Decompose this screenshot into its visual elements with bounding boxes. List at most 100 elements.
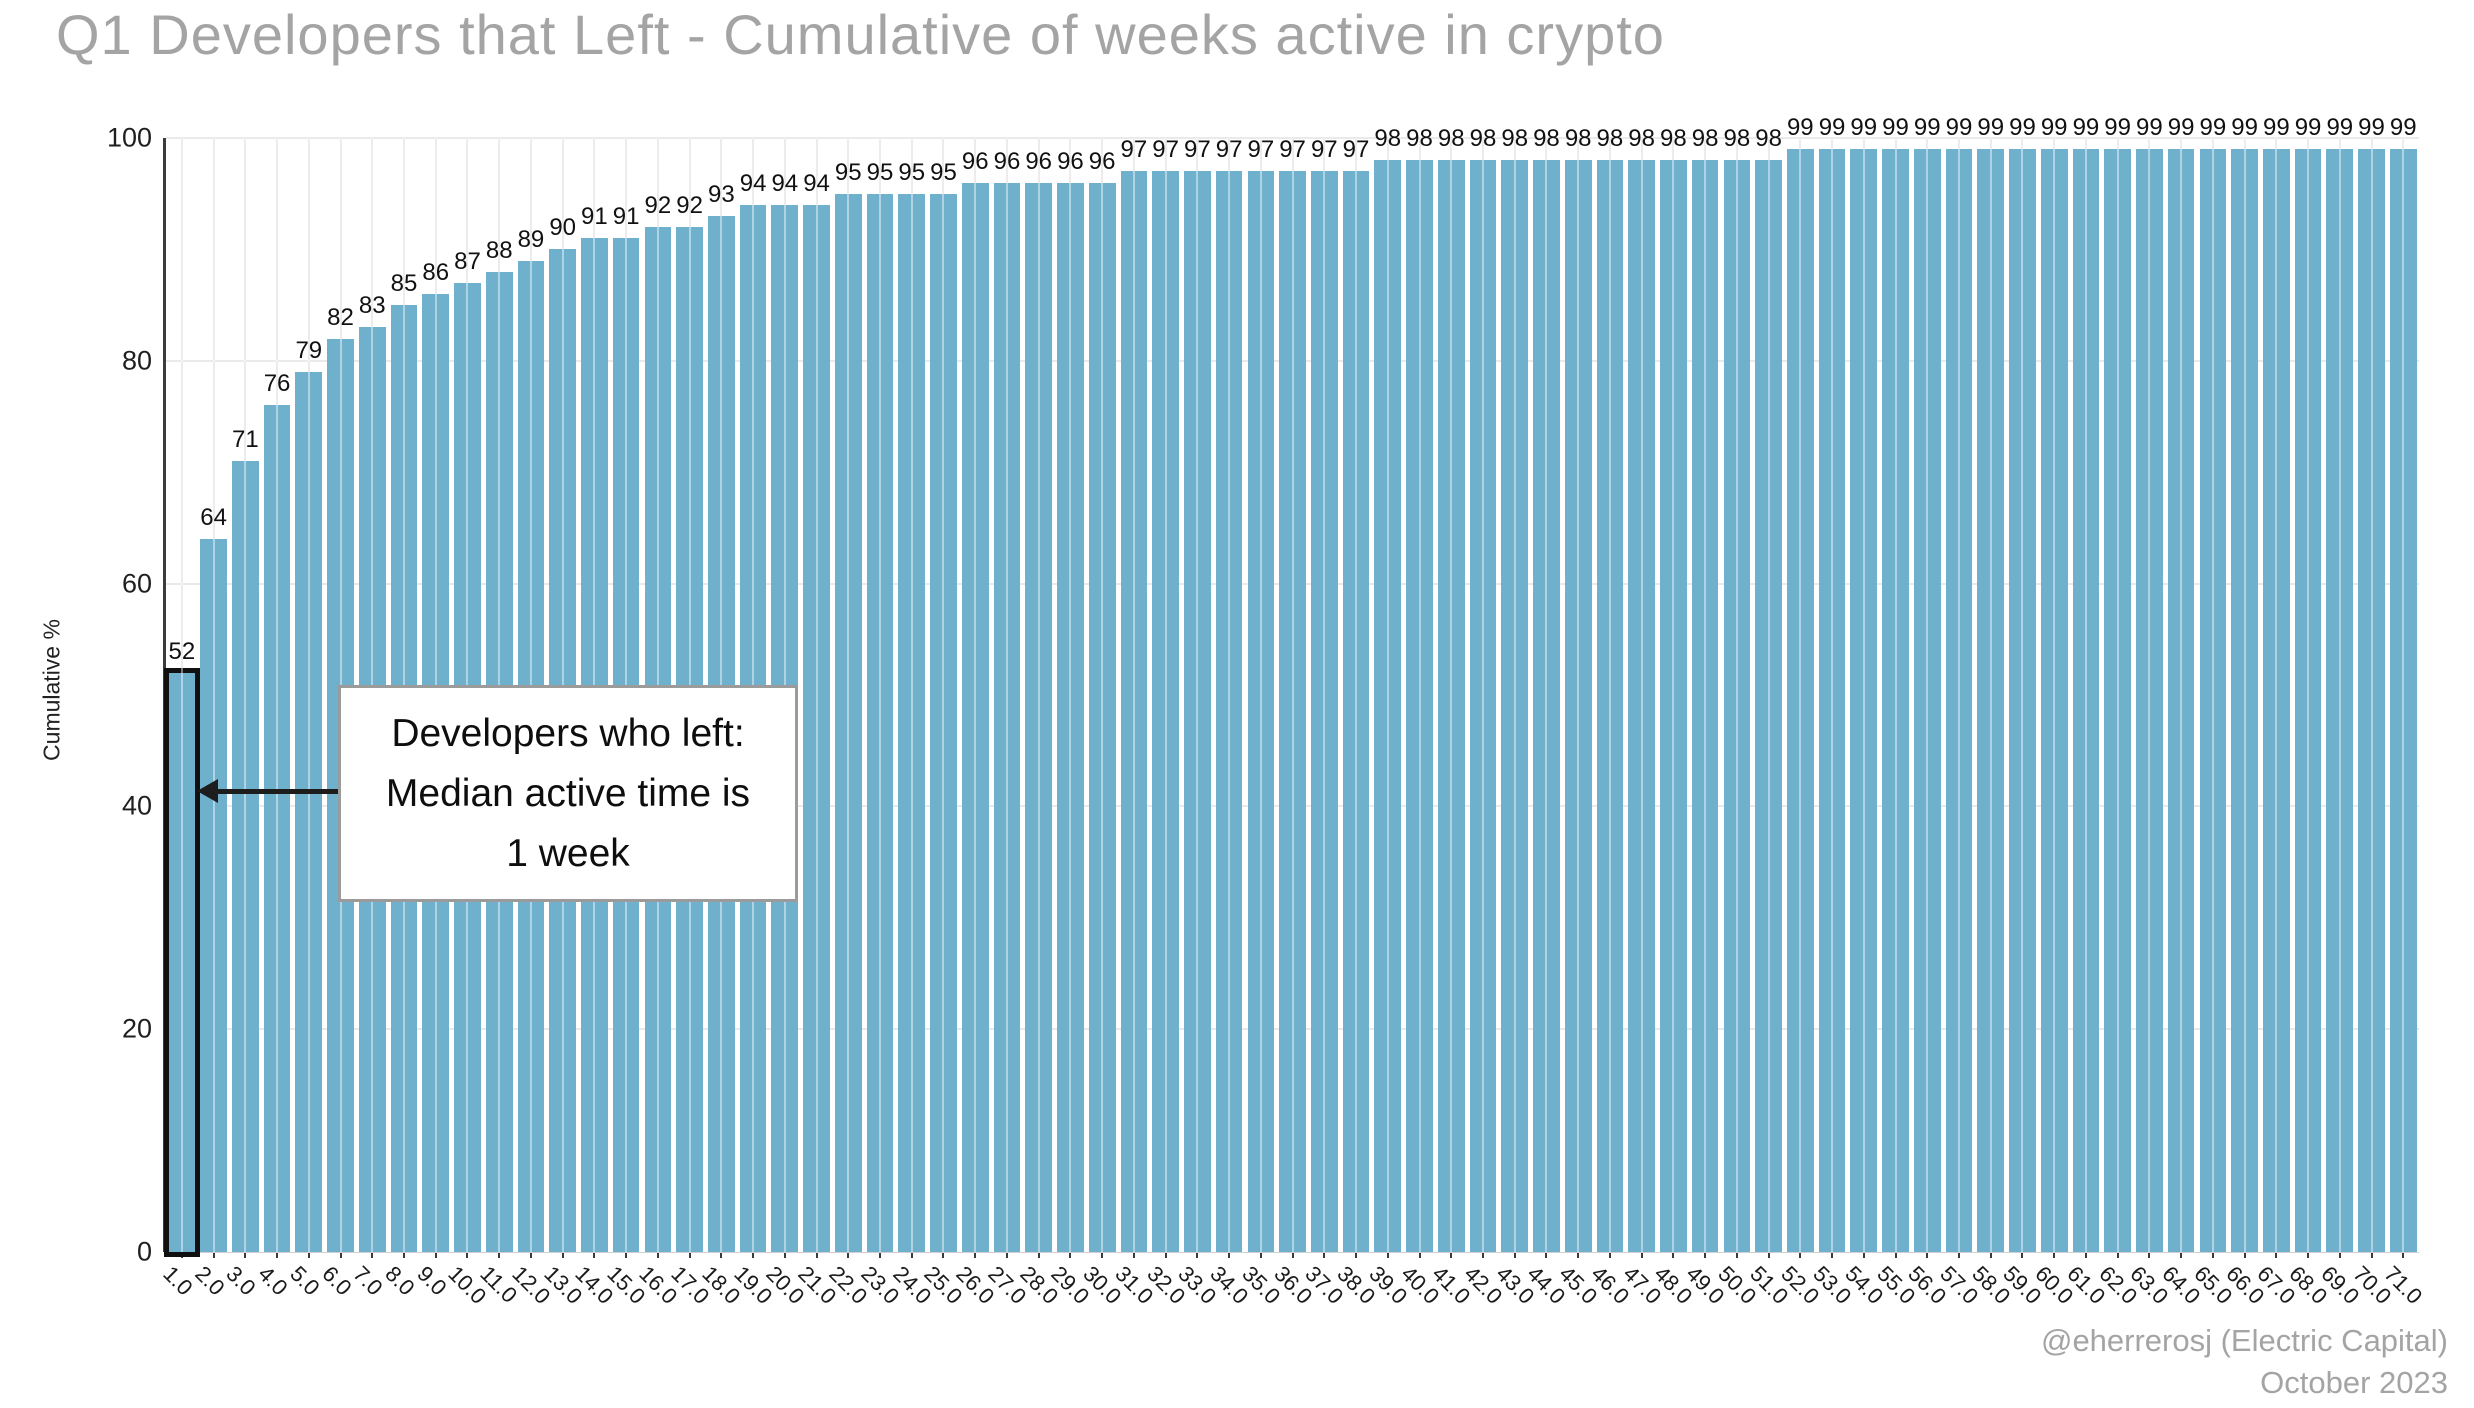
x-tick-mark [1799,1252,1802,1258]
x-tick-mark [1577,1252,1580,1258]
annotation-arrow-head-icon [197,779,218,803]
vgridline-over [1355,138,1358,1252]
bar-value-label: 97 [1279,136,1306,164]
bar-value-label: 99 [1850,114,1878,142]
bar [1691,160,1719,1252]
bar-value-label: 99 [2326,114,2354,142]
bar-value-label: 99 [2358,114,2385,142]
bar [263,405,291,1252]
x-tick-mark [2402,1252,2405,1258]
bar-cell: 99 61.0 [2062,114,2110,1309]
bar-value-label: 97 [1247,136,1275,164]
bar-value-label: 89 [517,225,545,253]
vgridline-over [2180,138,2183,1252]
vgridline-over [2338,138,2341,1252]
x-tick-mark [1196,1252,1199,1258]
bar-value-label: 98 [1628,125,1655,153]
bar-cell: 98 47.0 [1618,125,1666,1309]
vgridline-over [1037,138,1040,1252]
bar-value-label: 86 [422,258,450,286]
x-tick-mark [1894,1252,1897,1258]
bar-value-label: 83 [358,292,386,320]
vgridline-over [276,138,279,1252]
bar-cell: 76 4.0 [253,138,293,1300]
vgridline-over [1640,138,1643,1252]
bar-value-label: 94 [739,169,767,197]
y-tick-label: 80 [121,345,152,376]
bar [2389,149,2417,1252]
bar-cell: 96 29.0 [1047,138,1095,1309]
bar [1596,160,1624,1252]
bar [1945,149,1973,1252]
bar [2040,149,2068,1252]
x-tick-label: 71.0 [2379,1261,2428,1309]
bar-value-label: 98 [1755,125,1782,153]
bar-value-label: 93 [707,180,735,208]
x-tick-mark [2084,1252,2087,1258]
x-tick-mark [656,1252,659,1258]
x-tick-mark [1608,1252,1611,1258]
bar-cell: 94 21.0 [793,138,841,1309]
bar-value-label: 99 [1786,114,1814,142]
bar-value-label: 99 [1913,114,1941,142]
bar-cell: 98 48.0 [1650,125,1698,1309]
bar [1818,149,1846,1252]
bar [2009,149,2036,1252]
bar-cell: 98 43.0 [1491,125,1539,1309]
bar-cell: 97 33.0 [1174,136,1222,1309]
bar-value-label: 76 [263,370,291,398]
bar-value-label: 94 [803,169,830,197]
bar [1564,160,1592,1252]
bar-cell: 95 23.0 [856,138,904,1309]
vgridline-over [815,138,818,1252]
bar-cell: 97 35.0 [1237,136,1285,1309]
bar [1184,171,1211,1252]
x-tick-mark [1418,1252,1421,1258]
bar-value-label: 98 [1533,125,1560,153]
bar-value-label: 96 [993,147,1021,175]
bar-value-label: 71 [231,426,259,454]
x-tick-mark [2370,1252,2373,1258]
x-tick-mark [276,1252,279,1258]
vgridline-over [1323,138,1326,1252]
vgridline-over [2402,138,2405,1252]
x-tick-mark [1386,1252,1389,1258]
bar-highlighted [163,667,201,1258]
vgridline-over [942,138,945,1252]
vgridline-over [879,138,882,1252]
bar-value-label: 96 [1057,147,1084,175]
y-axis-label: Cumulative % [38,619,65,761]
vgridline-over [1228,138,1231,1252]
bar-value-label: 95 [866,158,894,186]
bar [803,204,830,1252]
vgridline-over [1164,138,1167,1252]
bar-value-label: 99 [2072,114,2100,142]
bar-value-label: 95 [898,158,926,186]
annotation-line: Developers who left: [391,711,745,755]
vgridline-over [1418,138,1421,1252]
bar [2231,149,2258,1252]
bar-value-label: 99 [1882,114,1909,142]
x-tick-mark [1735,1252,1738,1258]
bar-value-label: 99 [1945,114,1973,142]
vgridline-over [1799,138,1802,1252]
vgridline-over [1704,138,1707,1252]
bar-cell: 96 30.0 [1078,138,1126,1309]
bar-cell: 99 60.0 [2031,114,2079,1309]
bar-cell: 96 28.0 [1015,138,1063,1309]
bar-cell: 99 56.0 [1904,114,1952,1309]
bar [1310,171,1338,1252]
bar-value-label: 98 [1374,125,1402,153]
x-tick-mark [1259,1252,1262,1258]
vgridline-over [2116,138,2119,1252]
bar [2326,149,2354,1252]
bar [1913,149,1941,1252]
bar-value-label: 99 [2009,114,2036,142]
bar-cell: 98 40.0 [1396,125,1444,1309]
bar-cell: 99 63.0 [2126,114,2174,1309]
bar [1660,160,1687,1252]
vgridline-over [847,138,850,1252]
bar [2199,149,2227,1252]
bar-value-label: 52 [168,637,196,665]
bar [232,461,259,1252]
